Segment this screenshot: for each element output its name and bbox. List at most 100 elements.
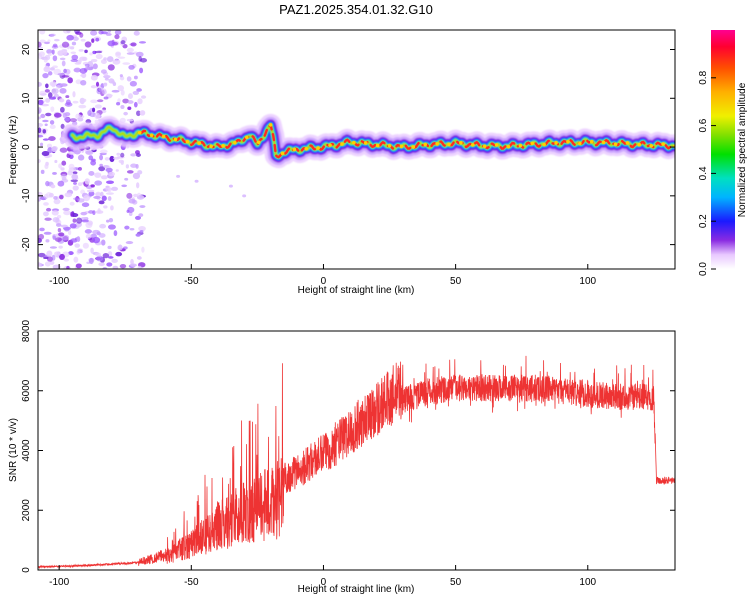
spectrogram-y-tick-label: 0 [21, 144, 32, 150]
spectrogram-noise-blob [73, 256, 79, 263]
spectrogram-noise-blob [90, 74, 98, 81]
spectrogram-noise-blob [64, 192, 73, 198]
spectrogram-noise-blob [42, 72, 49, 79]
spectrogram-noise-blob [98, 262, 105, 267]
spectrogram-noise-blob [95, 81, 100, 87]
spectrogram-ridge-dot [280, 151, 285, 156]
spectrogram-noise-blob [68, 163, 75, 170]
spectrogram-ridge-dot [470, 143, 475, 147]
spectrogram-y-label: Frequency (Hz) [8, 116, 19, 185]
spectrogram-noise-blob [95, 255, 104, 262]
spectrogram-noise-blob [79, 32, 84, 38]
spectrogram-noise-blob [141, 246, 145, 253]
colorbar-ticks: 0.0 0.2 0.4 0.6 0.8 [698, 70, 716, 276]
spectrogram-noise-blob [133, 75, 138, 80]
spectrogram-noise-blob [94, 50, 103, 54]
spectrogram-noise-blob [55, 223, 62, 227]
spectrogram-ridge-dot [435, 142, 439, 146]
spectrogram-noise-blob [98, 233, 106, 238]
spectrogram-noise-blob [122, 62, 131, 65]
spectrogram-noise-blob [109, 155, 115, 163]
spectrogram-noise-blob [120, 40, 126, 45]
spectrogram-noise-blob [139, 230, 144, 233]
spectrogram-noise-blob [138, 225, 146, 232]
spectrogram-noise-blob [49, 97, 57, 100]
spectrogram-noise-blob [90, 58, 98, 63]
colorbar: 0.0 0.2 0.4 0.6 0.8 Normalized spectral ampl… [698, 30, 748, 276]
spectrogram-noise-blob [64, 226, 70, 232]
spectrogram-noise-blob [47, 147, 53, 154]
spectrogram-noise-blob [123, 111, 128, 116]
spectrogram-noise-blob [70, 179, 79, 183]
spectrogram-noise-blob [63, 210, 71, 216]
spectrogram-noise-blob [104, 157, 110, 161]
spectrogram-noise-blob [52, 171, 57, 175]
spectrogram-noise-blob [44, 163, 49, 170]
spectrogram-noise-blob [38, 116, 42, 120]
spectrogram-noise-blob [102, 89, 107, 95]
spectrogram-noise-blob [70, 51, 77, 55]
spectrogram-noise-blob [126, 52, 135, 55]
spectrogram-noise-blob [72, 171, 78, 175]
spectrogram-noise-blob [59, 57, 66, 61]
spectrogram-noise-blob [57, 180, 65, 187]
spectrogram-noise-blob [105, 185, 111, 192]
spectrogram-noise-blob [51, 210, 59, 216]
spectrogram-noise-blob [65, 99, 71, 106]
spectrogram-ridge-dot [423, 142, 428, 147]
spectrogram-noise-blob [95, 192, 101, 196]
spectrogram-noise-blob [43, 202, 49, 206]
spectrogram-noise-blob [127, 100, 134, 104]
spectrogram-noise-blob [107, 64, 115, 71]
spectrogram-noise-blob [136, 88, 142, 92]
snr-x-tick-label: 0 [321, 577, 327, 588]
spectrogram-x-tick-label: -50 [184, 276, 199, 287]
spectrogram-noise-blob [51, 146, 57, 153]
spectrogram-noise-blob [48, 192, 54, 198]
spectrogram-noise-blob [62, 112, 68, 118]
spectrogram-noise-blob [120, 89, 125, 96]
spectrogram-ridge-dot [613, 142, 618, 147]
spectrogram-noise-blob [72, 36, 79, 41]
spectrogram-noise-blob [80, 38, 86, 42]
colorbar-label: Normalized spectral amplitude [737, 82, 748, 217]
spectrogram-noise-blob [70, 58, 78, 63]
spectrogram-noise-blob [101, 195, 107, 202]
spectrogram-ridge-dot [447, 142, 451, 147]
spectrogram-noise-blob [43, 211, 49, 217]
spectrogram-noise-blob [43, 231, 52, 235]
spectrogram-noise-blob [44, 123, 48, 127]
spectrogram-ridge-dot [245, 135, 249, 140]
spectrogram-noise-blob [38, 233, 45, 240]
spectrogram-noise-blob [138, 41, 147, 44]
spectrogram-noise-blob [72, 218, 77, 223]
spectrogram-ridge-dot [209, 144, 213, 149]
snr-x-tick-label: -100 [49, 577, 69, 588]
spectrogram-ridge-dot [149, 133, 154, 138]
colorbar-tick-label: 0.2 [698, 214, 709, 228]
snr-x-ticks: -100 -50 0 50 100 [49, 565, 597, 588]
spectrogram-noise-blob [39, 142, 44, 147]
spectrogram-noise-blob [117, 85, 125, 92]
spectrogram-noise-blob [99, 163, 103, 167]
spectrogram-noise-blob [38, 134, 44, 138]
spectrogram-noise-blob [93, 195, 101, 199]
spectrogram-noise-blob [50, 184, 56, 189]
spectrogram-noise-blob [115, 251, 123, 257]
spectrogram-ridge-peak [138, 122, 675, 159]
spectrogram-noise-blob [98, 200, 105, 205]
spectrogram-noise-blob [73, 68, 80, 73]
spectrogram-noise-blob [53, 198, 61, 205]
spectrogram-noise-blob [62, 49, 68, 56]
spectrogram-ridge-dot [197, 141, 202, 145]
spectrogram-noise-blob [124, 225, 130, 230]
spectrogram-noise-blob [102, 266, 108, 269]
spectrogram-noise-blob [77, 154, 85, 161]
spectrogram-ridge-dot [363, 141, 368, 145]
spectrogram-noise-blob [47, 154, 53, 158]
spectrogram-noise-blob [136, 110, 141, 117]
spectrogram-noise-blob [120, 152, 125, 158]
spectrogram-noise-blob [60, 167, 65, 171]
spectrogram-noise-blob [129, 228, 135, 231]
